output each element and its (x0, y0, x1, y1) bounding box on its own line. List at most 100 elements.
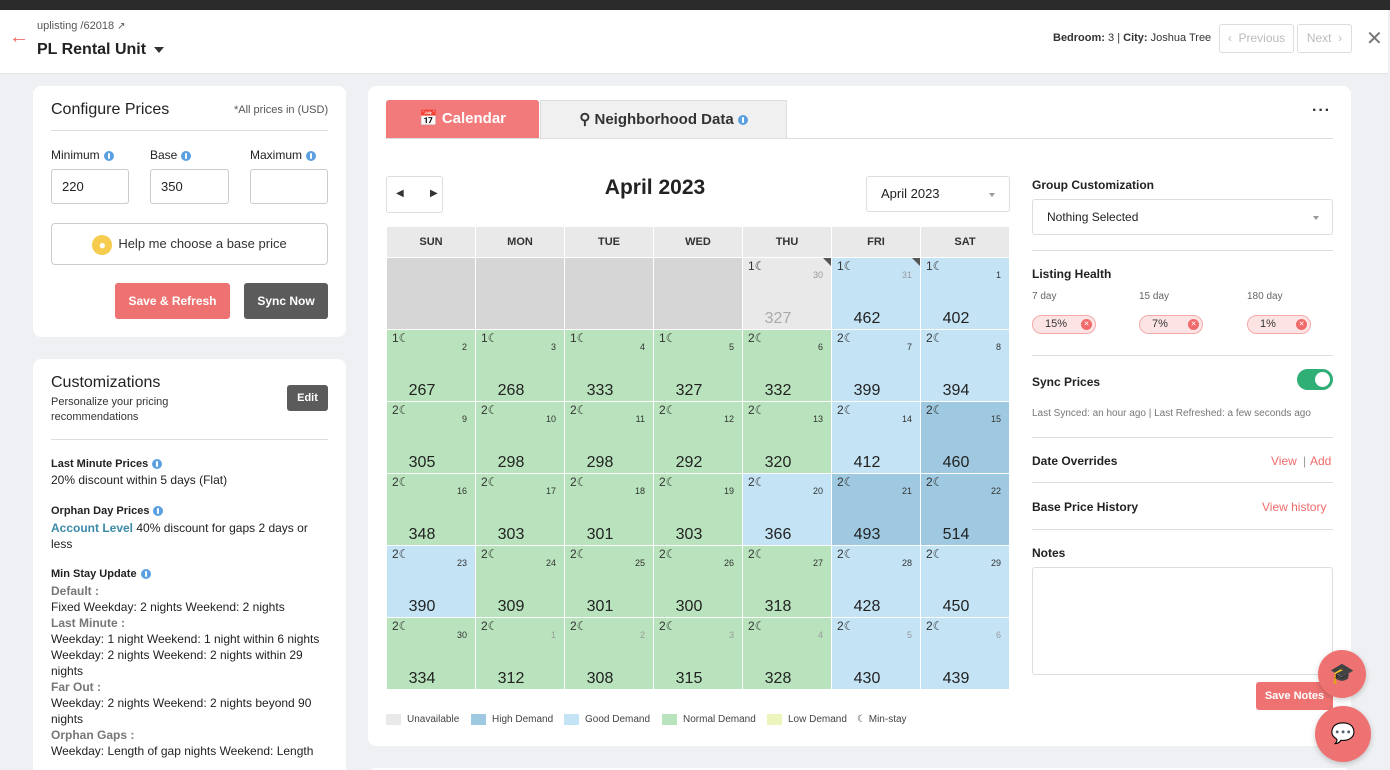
health-7-badge[interactable]: 15% ✕ (1032, 315, 1096, 334)
calendar-day-cell[interactable]: 2☾ 19 303 (654, 474, 742, 545)
calendar-day-cell[interactable]: 2☾ 29 450 (921, 546, 1009, 617)
base-price-input[interactable]: 350 (150, 169, 229, 204)
date-overrides-view-link[interactable]: View (1271, 454, 1297, 468)
calendar-day-cell[interactable]: 1☾ 3 268 (476, 330, 564, 401)
calendar-day-cell[interactable]: 2☾ 20 366 (743, 474, 831, 545)
calendar-day-cell[interactable]: 2☾ 6 439 (921, 618, 1009, 689)
unit-selector[interactable]: PL Rental Unit (37, 41, 165, 59)
more-options-icon[interactable]: ··· (1312, 102, 1331, 119)
month-select[interactable]: April 2023 (866, 176, 1010, 212)
calendar-day-cell[interactable]: 2☾ 9 305 (387, 402, 475, 473)
calendar-day-cell[interactable]: 2☾ 17 303 (476, 474, 564, 545)
notes-textarea[interactable] (1032, 567, 1333, 675)
health-180-badge[interactable]: 1% ✕ (1247, 315, 1311, 334)
health-180-value: 1% (1260, 318, 1276, 330)
tab-neighborhood-data[interactable]: ⚲ Neighborhood Data (540, 100, 787, 138)
save-notes-button[interactable]: Save Notes (1256, 682, 1333, 710)
prev-month-icon[interactable]: ◀ (396, 188, 404, 199)
next-button[interactable]: Next › (1297, 24, 1352, 53)
minimum-price-input[interactable]: 220 (51, 169, 129, 204)
calendar-day-cell[interactable]: 2☾ 2 308 (565, 618, 653, 689)
info-icon[interactable] (737, 115, 748, 126)
calendar-day-cell[interactable]: 2☾ 28 428 (832, 546, 920, 617)
breadcrumb-text[interactable]: uplisting /62018 (37, 20, 115, 32)
min-stay-icon: 2☾ (837, 619, 855, 633)
group-customization-select[interactable]: Nothing Selected (1032, 199, 1333, 235)
calendar-day-cell[interactable]: 2☾ 1 312 (476, 618, 564, 689)
calendar-day-cell[interactable]: 2☾ 6 332 (743, 330, 831, 401)
day-price: 366 (764, 526, 792, 543)
calendar-day-cell[interactable]: 1☾ 31 462 (832, 258, 920, 329)
calendar-day-cell[interactable]: 2☾ 22 514 (921, 474, 1009, 545)
calendar-day-cell[interactable]: 2☾ 21 493 (832, 474, 920, 545)
calendar-day-cell (387, 258, 475, 329)
calendar-day-cell[interactable]: 2☾ 12 292 (654, 402, 742, 473)
account-level-link[interactable]: Account Level (51, 521, 134, 535)
day-price: 462 (853, 310, 881, 327)
browser-top-strip (0, 0, 1390, 10)
external-link-icon[interactable]: ↗ (117, 21, 126, 32)
calendar-day-cell[interactable]: 2☾ 15 460 (921, 402, 1009, 473)
info-icon[interactable] (181, 150, 192, 161)
day-header-thu: THU (743, 227, 831, 257)
info-icon[interactable] (153, 506, 164, 517)
breadcrumb[interactable]: uplisting /62018 ↗ (37, 20, 125, 32)
calendar-day-cell[interactable]: 1☾ 30 327 (743, 258, 831, 329)
info-icon[interactable] (152, 459, 163, 470)
day-price: 428 (853, 598, 881, 615)
calendar-day-cell[interactable]: 2☾ 8 394 (921, 330, 1009, 401)
calendar-day-cell[interactable]: 1☾ 5 327 (654, 330, 742, 401)
min-stay-icon: 2☾ (481, 619, 499, 633)
sync-prices-toggle[interactable] (1297, 369, 1333, 390)
calendar-day-cell[interactable]: 2☾ 24 309 (476, 546, 564, 617)
calendar-day-cell[interactable]: 2☾ 23 390 (387, 546, 475, 617)
min-stay-icon: 2☾ (837, 475, 855, 489)
min-stay-icon: 2☾ (392, 547, 410, 561)
calendar-day-cell[interactable]: 1☾ 2 267 (387, 330, 475, 401)
maximum-price-input[interactable] (250, 169, 328, 204)
calendar-day-cell[interactable]: 2☾ 13 320 (743, 402, 831, 473)
help-base-price-button[interactable]: ● Help me choose a base price (51, 223, 328, 265)
calendar-day-cell[interactable]: 2☾ 16 348 (387, 474, 475, 545)
day-number: 5 (728, 342, 734, 352)
caret-down-icon (154, 46, 165, 53)
sync-now-button[interactable]: Sync Now (244, 283, 328, 319)
date-overrides-add-link[interactable]: Add (1310, 454, 1332, 468)
last-minute-title-text: Last Minute Prices (51, 458, 149, 470)
last-minute-label: Last Minute : (51, 616, 125, 630)
next-month-icon[interactable]: ▶ (430, 188, 438, 199)
save-refresh-button[interactable]: Save & Refresh (115, 283, 230, 319)
previous-button[interactable]: ‹ Previous (1219, 24, 1294, 53)
chat-icon[interactable]: 💬 (1315, 706, 1371, 762)
info-icon[interactable] (140, 569, 151, 580)
back-arrow-icon[interactable]: ← (9, 26, 29, 48)
close-icon[interactable]: ✕ (1366, 28, 1383, 50)
graduation-cap-icon[interactable]: 🎓 (1318, 650, 1366, 698)
calendar-day-cell[interactable]: 2☾ 18 301 (565, 474, 653, 545)
calendar-day-cell[interactable]: 2☾ 14 412 (832, 402, 920, 473)
view-history-link[interactable]: View history (1262, 500, 1327, 514)
info-icon[interactable] (306, 150, 317, 161)
calendar-day-cell[interactable]: 2☾ 10 298 (476, 402, 564, 473)
calendar-day-cell[interactable]: 2☾ 11 298 (565, 402, 653, 473)
day-number: 10 (545, 414, 556, 424)
calendar-day-cell[interactable]: 2☾ 27 318 (743, 546, 831, 617)
tab-calendar[interactable]: 📅 Calendar (386, 100, 539, 138)
orphan-day-text: Account Level 40% discount for gaps 2 da… (51, 520, 328, 552)
calendar-day-cell[interactable]: 2☾ 5 430 (832, 618, 920, 689)
calendar-day-cell[interactable]: 1☾ 1 402 (921, 258, 1009, 329)
day-price: 328 (764, 670, 792, 687)
calendar-day-cell[interactable]: 2☾ 4 328 (743, 618, 831, 689)
sync-status-text: Last Synced: an hour ago | Last Refreshe… (1032, 408, 1311, 419)
calendar-day-cell[interactable]: 2☾ 7 399 (832, 330, 920, 401)
min-stay-icon: 2☾ (570, 403, 588, 417)
calendar-day-cell[interactable]: 2☾ 26 300 (654, 546, 742, 617)
calendar-day-cell[interactable]: 2☾ 30 334 (387, 618, 475, 689)
health-15-badge[interactable]: 7% ✕ (1139, 315, 1203, 334)
edit-button[interactable]: Edit (287, 385, 328, 411)
calendar-day-cell[interactable]: 2☾ 25 301 (565, 546, 653, 617)
day-number: 30 (456, 630, 467, 640)
calendar-day-cell[interactable]: 2☾ 3 315 (654, 618, 742, 689)
info-icon[interactable] (103, 150, 114, 161)
calendar-day-cell[interactable]: 1☾ 4 333 (565, 330, 653, 401)
